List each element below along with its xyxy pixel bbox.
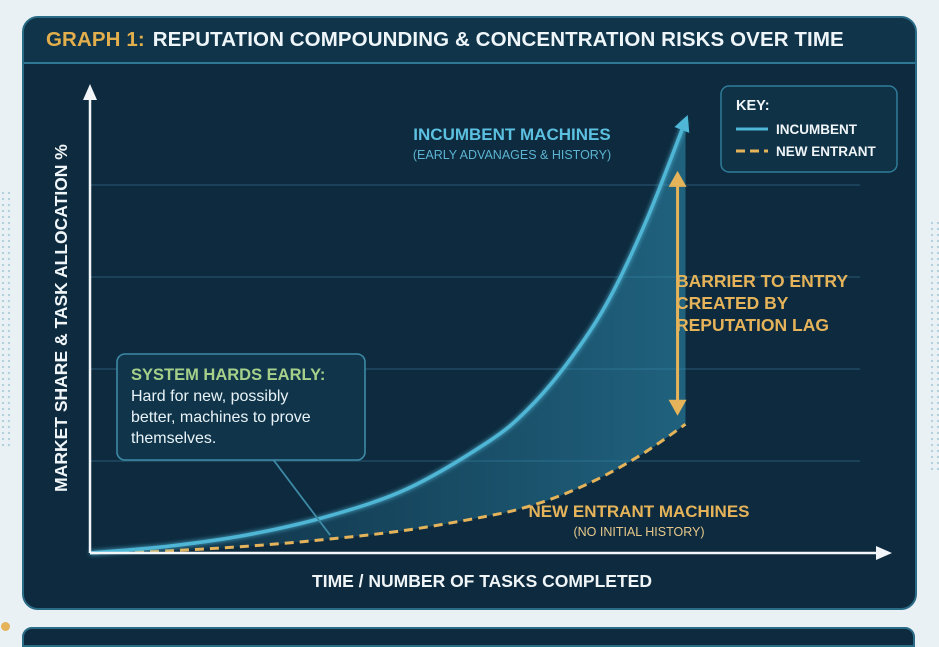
barrier-label-line-2: CREATED BY xyxy=(676,293,789,313)
x-axis-arrow xyxy=(876,546,892,560)
callout-title: SYSTEM HARDS EARLY: xyxy=(131,366,325,384)
new-entrant-annotation-title: NEW ENTRANT MACHINES xyxy=(529,502,750,521)
next-panel-edge xyxy=(22,627,915,647)
y-axis-arrow xyxy=(83,84,97,100)
barrier-label-line-3: REPUTATION LAG xyxy=(676,315,829,335)
decorative-dots-right xyxy=(929,220,939,470)
barrier-arrow xyxy=(668,170,687,416)
series-new-entrant-line xyxy=(89,422,687,555)
barrier-label-line-1: BARRIER TO ENTRY xyxy=(676,271,848,291)
x-axis-label: TIME / NUMBER OF TASKS COMPLETED xyxy=(312,571,652,591)
legend-title: KEY: xyxy=(736,98,770,114)
incumbent-annotation-subtitle: (EARLY ADVANAGES & HISTORY) xyxy=(413,148,611,162)
incumbent-annotation-title: INCUMBENT MACHINES xyxy=(413,125,610,144)
page-title: REPUTATION COMPOUNDING & CONCENTRATION R… xyxy=(152,28,844,51)
decorative-corner-dot xyxy=(1,622,10,631)
title-bar: GRAPH 1: REPUTATION COMPOUNDING & CONCEN… xyxy=(24,18,915,64)
legend-new-entrant-label: NEW ENTRANT xyxy=(776,144,876,159)
callout-body-line-2: better, machines to prove xyxy=(131,409,311,426)
new-entrant-annotation-subtitle: (NO INITIAL HISTORY) xyxy=(573,525,704,539)
series-incumbent-line xyxy=(89,119,688,555)
incumbent-advantage-area xyxy=(90,120,686,553)
chart-svg: TIME / NUMBER OF TASKS COMPLETED MARKET … xyxy=(51,84,898,591)
y-axis-label: MARKET SHARE & TASK ALLOCATION % xyxy=(51,144,71,492)
title-prefix: GRAPH 1: xyxy=(46,28,145,51)
legend-incumbent-label: INCUMBENT xyxy=(776,122,858,137)
chart-panel: GRAPH 1: REPUTATION COMPOUNDING & CONCEN… xyxy=(22,16,917,610)
callout-pointer xyxy=(271,457,331,536)
decorative-dots-left xyxy=(0,190,12,450)
callout-body-line-1: Hard for new, possibly xyxy=(131,388,288,405)
callout-box xyxy=(116,353,366,461)
incumbent-arrow-head xyxy=(674,115,690,133)
callout-body-line-3: themselves. xyxy=(131,430,216,447)
